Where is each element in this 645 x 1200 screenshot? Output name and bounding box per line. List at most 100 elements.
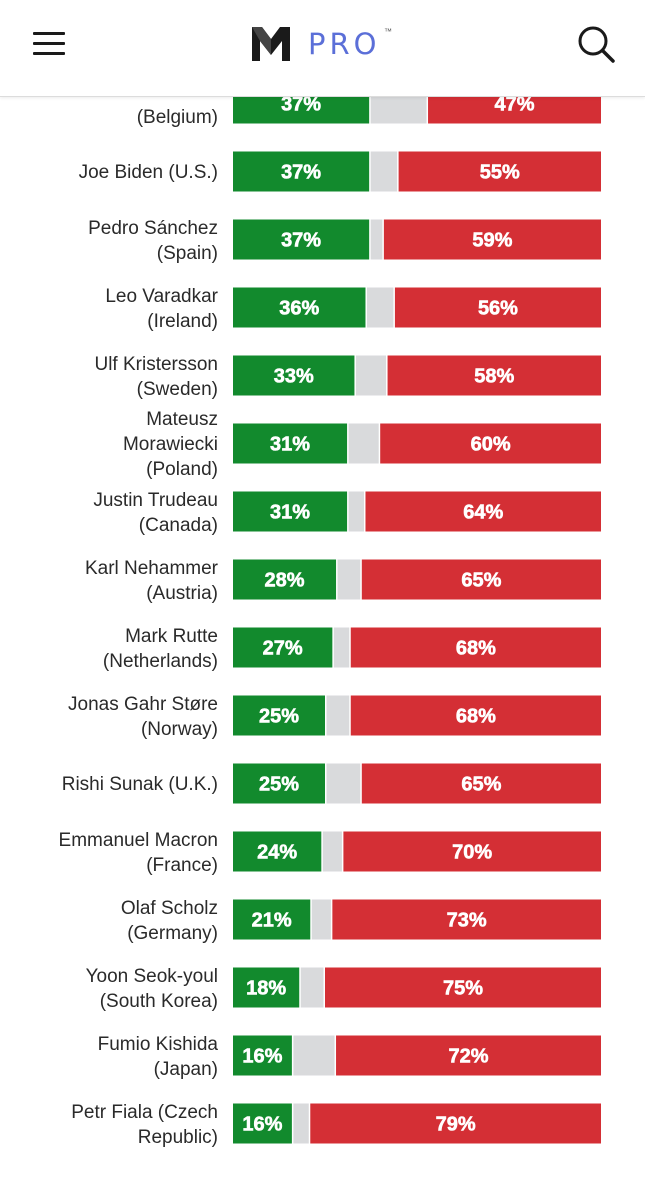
leader-label: Mark Rutte (Netherlands) — [0, 624, 218, 674]
approve-bar — [233, 355, 355, 396]
approve-bar — [233, 1103, 292, 1144]
leader-label-line: Petr Fiala (Czech — [71, 1101, 218, 1123]
leader-label: Leo Varadkar (Ireland) — [0, 284, 218, 334]
approve-value-label: 31% — [270, 434, 310, 456]
hamburger-menu-icon[interactable] — [33, 30, 67, 58]
approve-bar — [233, 627, 333, 668]
disapprove-value-label: 47% — [495, 94, 535, 116]
leader-label-line: Karl Nehammer — [84, 557, 218, 579]
leader-label-line: Rishi Sunak (U.K.) — [61, 774, 218, 795]
search-icon[interactable] — [576, 24, 618, 66]
disapprove-bar — [343, 831, 601, 872]
leader-label: Petr Fiala (Czech Republic) — [0, 1100, 218, 1150]
disapprove-bar — [387, 355, 601, 396]
disapprove-value-label: 73% — [447, 910, 487, 932]
leader-label-line: Joe Biden (U.S.) — [78, 162, 218, 183]
leader-label: Justin Trudeau (Canada) — [0, 488, 218, 538]
disapprove-bar — [365, 491, 601, 532]
leader-label: Ulf Kristersson (Sweden) — [0, 352, 218, 402]
approve-bar — [233, 491, 348, 532]
disapprove-value-label: 60% — [471, 434, 511, 456]
disapprove-bar — [361, 559, 601, 600]
disapprove-bar — [398, 151, 601, 192]
disapprove-bar — [383, 219, 601, 260]
leader-label-line: Pedro Sánchez — [88, 217, 218, 239]
logo-mark-icon — [252, 27, 290, 61]
approve-value-label: 16% — [242, 1114, 282, 1136]
disapprove-bar — [325, 967, 601, 1008]
disapprove-value-label: 75% — [443, 978, 483, 1000]
disapprove-bar — [361, 763, 601, 804]
leader-label: Karl Nehammer (Austria) — [0, 556, 218, 606]
disapprove-bar — [332, 899, 601, 940]
neutral-bar — [370, 219, 383, 260]
approve-value-label: 37% — [281, 162, 321, 184]
approve-bar — [233, 967, 300, 1008]
approve-bar — [233, 151, 370, 192]
leader-label: Yoon Seok-youl (South Korea) — [0, 964, 218, 1014]
leader-label-line: Justin Trudeau — [93, 489, 218, 511]
approve-value-label: 24% — [257, 842, 297, 864]
approve-value-label: 33% — [274, 366, 314, 388]
approve-bar — [233, 695, 325, 736]
leader-label: Olaf Scholz (Germany) — [0, 896, 218, 946]
neutral-bar — [326, 763, 361, 804]
logo-trademark: ™ — [384, 27, 392, 36]
neutral-bar — [348, 423, 379, 464]
leader-label-line: Emmanuel Macron — [58, 829, 218, 851]
neutral-bar — [333, 627, 350, 668]
approve-bar — [233, 287, 366, 328]
leader-label: Emmanuel Macron (France) — [0, 828, 218, 878]
leader-label-line: (Sweden) — [136, 378, 218, 400]
disapprove-value-label: 56% — [478, 298, 518, 320]
leader-label-line: (Japan) — [153, 1058, 218, 1080]
leader-label-line: (Canada) — [138, 514, 218, 536]
approve-value-label: 36% — [279, 298, 319, 320]
approve-bar — [233, 899, 311, 940]
leader-label: Pedro Sánchez (Spain) — [0, 216, 218, 266]
neutral-bar — [300, 967, 324, 1008]
leader-label-line: (Netherlands) — [102, 650, 218, 672]
approve-value-label: 37% — [281, 230, 321, 252]
leader-label: Jonas Gahr Støre (Norway) — [0, 692, 218, 742]
leader-label-line: (Spain) — [156, 242, 218, 264]
leader-label: Rishi Sunak (U.K.) — [0, 772, 218, 797]
approve-value-label: 37% — [281, 94, 321, 116]
neutral-bar — [311, 899, 331, 940]
leader-label-line: Republic) — [137, 1126, 218, 1148]
leader-label-line: (France) — [146, 854, 218, 876]
neutral-bar — [370, 151, 398, 192]
leader-label-line: Leo Varadkar — [105, 285, 218, 307]
leader-label-line: Mark Rutte — [125, 625, 218, 647]
leader-label-line: Morawiecki — [122, 434, 218, 455]
neutral-bar — [355, 355, 387, 396]
leader-label-line: Jonas Gahr Støre — [68, 693, 218, 715]
leader-label-line: (South Korea) — [99, 990, 218, 1012]
neutral-bar — [322, 831, 342, 872]
approve-bar — [233, 559, 337, 600]
logo[interactable]: PRO ™ — [252, 25, 402, 65]
disapprove-value-label: 59% — [472, 230, 512, 252]
leader-label: (Belgium) — [0, 80, 218, 130]
disapprove-bar — [350, 627, 601, 668]
approve-bar — [233, 763, 325, 804]
disapprove-bar — [350, 695, 601, 736]
approve-value-label: 27% — [263, 638, 303, 660]
disapprove-value-label: 72% — [449, 1046, 489, 1068]
disapprove-value-label: 68% — [456, 638, 496, 660]
approve-value-label: 25% — [259, 774, 299, 796]
neutral-bar — [293, 1035, 335, 1076]
neutral-bar — [326, 695, 350, 736]
leader-label-line: Yoon Seok-youl — [85, 965, 218, 987]
leader-label: Mateusz Morawiecki (Poland) — [0, 407, 218, 482]
disapprove-bar — [310, 1103, 601, 1144]
leader-label: Joe Biden (U.S.) — [0, 160, 218, 185]
approve-bar — [233, 219, 370, 260]
approve-bar — [233, 831, 322, 872]
approve-value-label: 25% — [259, 706, 299, 728]
approve-bar — [233, 1035, 292, 1076]
disapprove-value-label: 58% — [474, 366, 514, 388]
leader-label-line: (Belgium) — [136, 106, 218, 128]
disapprove-bar — [394, 287, 601, 328]
